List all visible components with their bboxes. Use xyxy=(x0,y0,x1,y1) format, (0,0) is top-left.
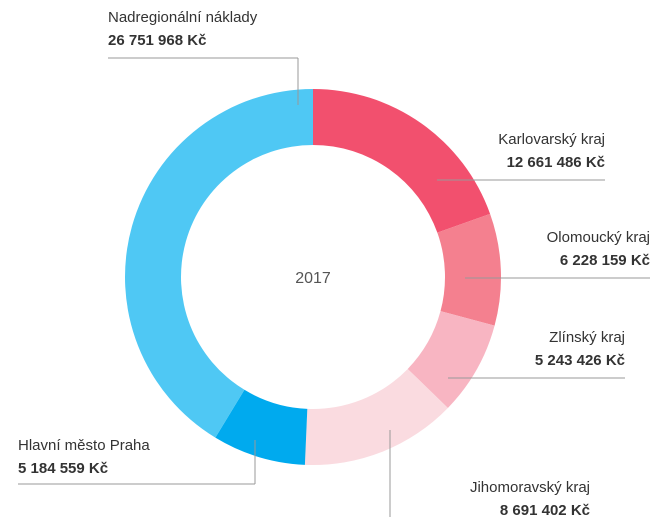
segment-value: 8 691 402 Kč xyxy=(500,502,590,517)
segment-label: Zlínský kraj xyxy=(549,329,625,346)
donut-segment xyxy=(215,389,308,465)
segment-label: Hlavní město Praha xyxy=(18,437,150,454)
segment-label: Karlovarský kraj xyxy=(498,131,605,148)
segment-value: 12 661 486 Kč xyxy=(507,154,605,171)
segment-label: Olomoucký kraj xyxy=(547,229,650,246)
donut-segment xyxy=(125,89,314,438)
segment-value: 26 751 968 Kč xyxy=(108,32,206,49)
donut-segment xyxy=(304,368,448,465)
donut-segment xyxy=(407,311,495,408)
center-label: 2017 xyxy=(295,270,331,287)
segment-label: Jihomoravský kraj xyxy=(470,479,590,496)
segment-value: 6 228 159 Kč xyxy=(560,252,650,269)
donut-segment xyxy=(437,213,501,326)
segment-label: Nadregionální náklady xyxy=(108,9,258,26)
segment-value: 5 243 426 Kč xyxy=(535,352,625,369)
donut-segment xyxy=(313,89,491,233)
segment-value: 5 184 559 Kč xyxy=(18,460,108,477)
